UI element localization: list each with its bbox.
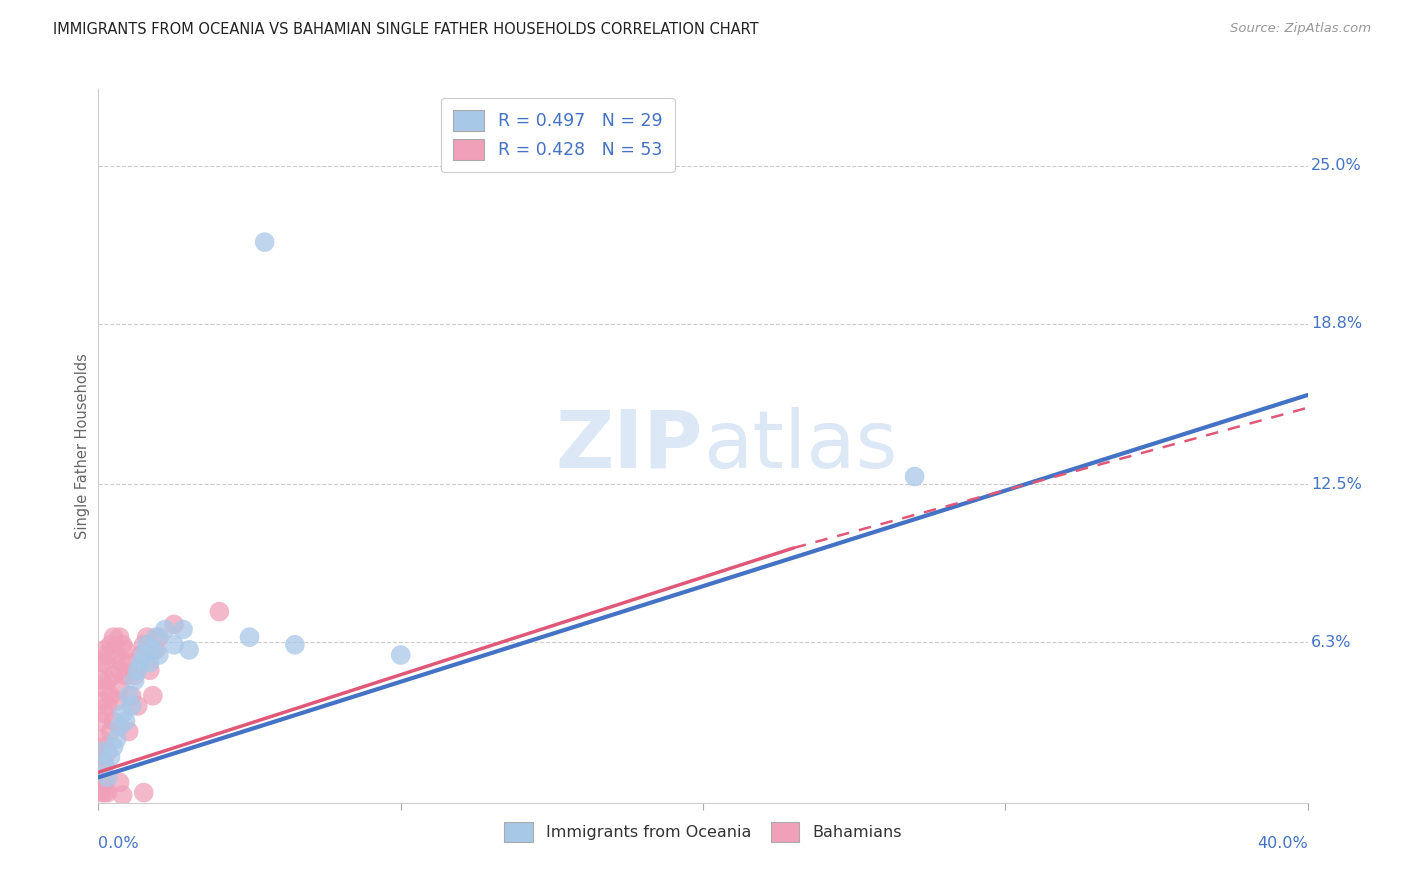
Point (135, 638, 157, 652)
Point (163, 617, 186, 632)
Point (108, 630, 131, 644)
Point (145, 643, 167, 657)
Point (124, 673, 146, 688)
Point (96, 786, 118, 800)
Point (389, 648, 412, 662)
Point (129, 648, 152, 662)
Y-axis label: Single Father Households: Single Father Households (75, 353, 90, 539)
Text: 40.0%: 40.0% (1257, 836, 1308, 851)
Point (163, 638, 186, 652)
Point (103, 714, 125, 729)
Text: Source: ZipAtlas.com: Source: ZipAtlas.com (1230, 22, 1371, 36)
Point (148, 630, 170, 644)
Point (90, 745, 112, 759)
Point (100, 750, 122, 764)
Point (121, 698, 143, 713)
Point (96, 745, 118, 759)
Point (135, 630, 157, 644)
Point (139, 663, 162, 677)
Point (93, 775, 115, 789)
Point (90, 694, 112, 708)
Point (93, 656, 115, 670)
Point (114, 714, 136, 729)
Point (148, 648, 170, 662)
Point (172, 623, 194, 637)
Point (124, 668, 146, 682)
Point (142, 689, 165, 703)
Point (108, 719, 131, 733)
Text: ZIP: ZIP (555, 407, 703, 485)
Point (105, 648, 128, 662)
Point (96, 648, 118, 662)
Point (90, 732, 112, 747)
Point (127, 698, 149, 713)
Point (179, 643, 201, 657)
Point (111, 788, 134, 802)
Point (132, 638, 155, 652)
Point (108, 681, 131, 695)
Point (108, 663, 131, 677)
Point (118, 689, 141, 703)
Point (96, 770, 118, 784)
Point (103, 668, 125, 682)
Point (90, 714, 112, 729)
Point (105, 694, 128, 708)
Point (153, 623, 176, 637)
Point (90, 775, 112, 789)
Point (90, 750, 112, 764)
Text: 25.0%: 25.0% (1312, 158, 1362, 173)
Point (111, 638, 134, 652)
Point (108, 775, 131, 789)
Point (103, 739, 125, 754)
Text: 12.5%: 12.5% (1312, 476, 1362, 491)
Point (118, 656, 141, 670)
Point (93, 757, 115, 772)
Point (105, 732, 128, 747)
Text: 6.3%: 6.3% (1312, 635, 1351, 649)
Point (100, 724, 122, 739)
Point (239, 630, 262, 644)
Text: atlas: atlas (703, 407, 897, 485)
Text: 18.8%: 18.8% (1312, 316, 1362, 331)
Point (132, 648, 155, 662)
Point (90, 656, 112, 670)
Point (103, 630, 125, 644)
Point (253, 235, 276, 249)
Point (93, 681, 115, 695)
Point (114, 643, 136, 657)
Point (129, 656, 152, 670)
Point (142, 643, 165, 657)
Point (904, 469, 927, 483)
Point (111, 706, 134, 721)
Text: 0.0%: 0.0% (98, 836, 139, 851)
Point (208, 605, 231, 619)
Legend: Immigrants from Oceania, Bahamians: Immigrants from Oceania, Bahamians (498, 816, 908, 848)
Text: IMMIGRANTS FROM OCEANIA VS BAHAMIAN SINGLE FATHER HOUSEHOLDS CORRELATION CHART: IMMIGRANTS FROM OCEANIA VS BAHAMIAN SING… (53, 22, 759, 37)
Point (93, 757, 115, 772)
Point (96, 673, 118, 688)
Point (90, 786, 112, 800)
Point (132, 786, 155, 800)
Point (111, 656, 134, 670)
Point (90, 673, 112, 688)
Point (96, 698, 118, 713)
Point (100, 638, 122, 652)
Point (145, 630, 167, 644)
Point (93, 706, 115, 721)
Point (121, 689, 143, 703)
Point (93, 643, 115, 657)
Point (100, 689, 122, 703)
Point (93, 739, 115, 754)
Point (93, 786, 115, 800)
Point (127, 663, 149, 677)
Point (139, 656, 162, 670)
Point (118, 724, 141, 739)
Point (284, 638, 307, 652)
Point (114, 668, 136, 682)
